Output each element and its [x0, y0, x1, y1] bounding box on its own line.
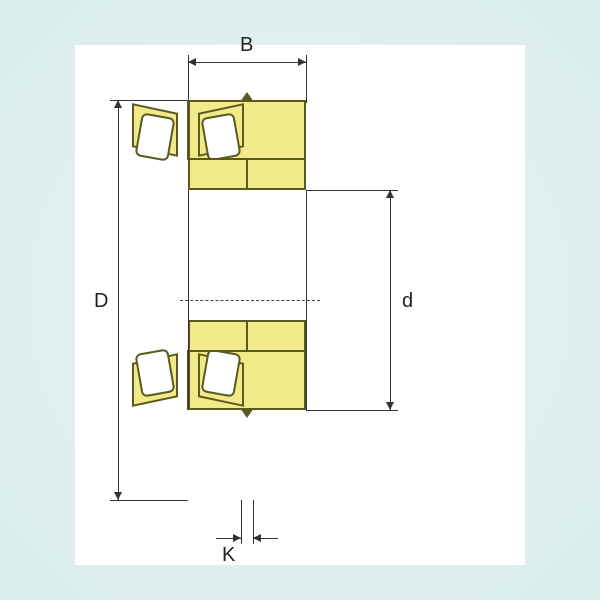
- dim-K-arrow-r: [253, 534, 261, 542]
- dim-K-ext-l: [241, 500, 242, 544]
- dim-B-arrow-r: [298, 58, 306, 66]
- centerline: [180, 300, 320, 301]
- dim-d-ext-bot: [306, 410, 398, 411]
- lube-groove-bottom: [240, 408, 254, 418]
- bore-wall-left: [188, 190, 189, 410]
- roller-right: [134, 348, 175, 397]
- dim-B-label: B: [240, 34, 253, 57]
- roller-left: [200, 112, 241, 161]
- bore-wall-right: [306, 190, 307, 410]
- dim-D-line: [118, 100, 119, 500]
- dim-D-ext-bot: [110, 500, 188, 501]
- dim-d-label: d: [402, 290, 413, 313]
- dim-d-arrow-t: [386, 190, 394, 198]
- dim-B-arrow-l: [188, 58, 196, 66]
- lube-groove-top: [240, 92, 254, 102]
- dim-B-line: [188, 62, 306, 63]
- dim-d-arrow-b: [386, 402, 394, 410]
- dim-d-ext-top: [306, 190, 398, 191]
- dim-D-arrow-t: [114, 100, 122, 108]
- dim-B-ext-right: [306, 55, 307, 103]
- dim-K-arrow-l: [233, 534, 241, 542]
- canvas: B D d K: [0, 0, 600, 600]
- inner-ring: [188, 158, 306, 190]
- dim-K-label: K: [222, 544, 235, 567]
- inner-ring: [188, 320, 306, 352]
- dim-D-label: D: [94, 290, 108, 313]
- dim-d-line: [390, 190, 391, 410]
- outer-split: [187, 100, 189, 160]
- dim-D-arrow-b: [114, 492, 122, 500]
